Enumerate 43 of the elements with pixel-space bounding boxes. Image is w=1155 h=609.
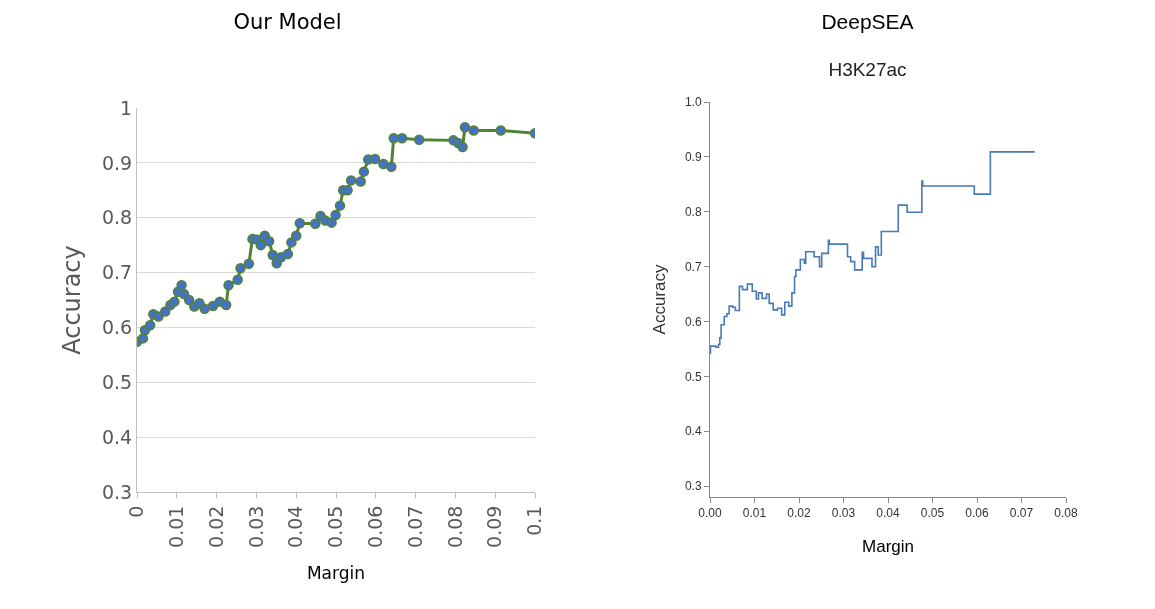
x-tick-label: 0.03 — [244, 505, 267, 548]
chart-title: DeepSEA — [821, 9, 914, 33]
x-tick-label: 0.01 — [742, 506, 767, 521]
x-tick-label: 0.05 — [324, 505, 347, 548]
x-axis-title: Margin — [306, 563, 366, 584]
x-tick-label: 0.03 — [831, 506, 856, 521]
x-tick-label: 0.08 — [443, 505, 466, 548]
x-tick-label: 0.09 — [483, 505, 506, 548]
x-tick-label: 0.01 — [164, 505, 187, 548]
y-tick-label: 0.7 — [684, 259, 702, 274]
chart-title: Our Model — [233, 9, 342, 34]
y-tick-label: 0.9 — [101, 151, 133, 174]
y-tick-label: 0.8 — [101, 206, 133, 229]
y-tick-label: 0.3 — [684, 479, 702, 494]
x-tick-label: 0.05 — [920, 506, 945, 521]
x-tick-label: 0.06 — [363, 505, 386, 548]
x-tick-label: 0.00 — [698, 506, 722, 521]
y-tick-label: 0.5 — [684, 369, 702, 384]
y-tick-label: 0.6 — [684, 314, 702, 329]
x-tick-label: 0.04 — [284, 505, 307, 548]
chart-subtitle: H3K27ac — [828, 59, 907, 81]
y-tick-label: 0.4 — [684, 424, 702, 439]
x-tick-label: 0.1 — [523, 505, 546, 536]
x-tick-label: 0.07 — [403, 505, 426, 548]
y-tick-label: 1.0 — [684, 95, 702, 110]
x-tick-label: 0.06 — [965, 506, 989, 521]
y-tick-label: 0.3 — [101, 480, 133, 503]
y-tick-label: 0.6 — [101, 316, 133, 339]
x-tick-label: 0 — [125, 505, 148, 518]
y-tick-label: 0.4 — [101, 425, 133, 448]
x-tick-label: 0.02 — [204, 505, 227, 548]
y-tick-label: 0.8 — [684, 204, 702, 219]
x-tick-label: 0.08 — [1054, 506, 1078, 521]
y-axis-title: Accuracy — [650, 264, 670, 335]
y-tick-label: 1 — [120, 96, 133, 119]
x-tick-label: 0.04 — [876, 506, 900, 521]
y-axis-title: Accuracy — [58, 245, 87, 355]
x-axis-title: Margin — [862, 536, 914, 556]
y-tick-label: 0.7 — [101, 261, 133, 284]
x-tick-label: 0.02 — [787, 506, 811, 521]
y-tick-label: 0.9 — [684, 150, 702, 165]
x-tick-label: 0.07 — [1009, 506, 1034, 521]
y-tick-label: 0.5 — [101, 370, 133, 393]
